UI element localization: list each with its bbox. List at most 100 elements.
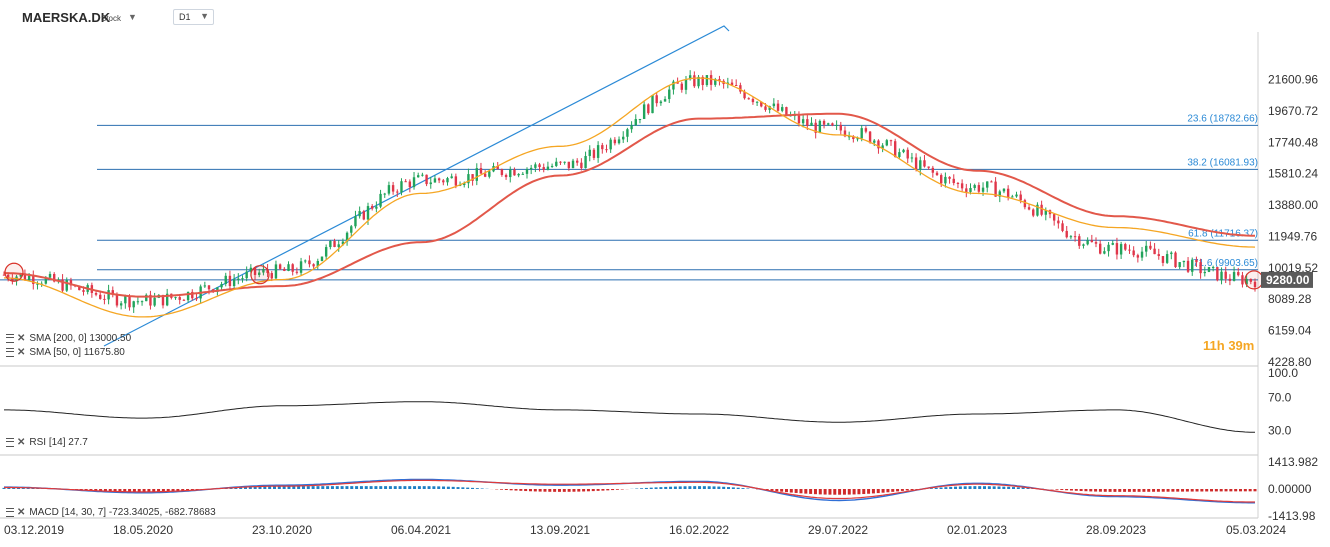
close-icon[interactable]: ✕ — [17, 333, 26, 344]
candle-body — [584, 155, 587, 169]
rsi-label: RSI [14] 27.7 — [29, 437, 88, 448]
candle-body — [1023, 200, 1027, 208]
candle-body — [249, 267, 253, 272]
fib-level-label: 38.2 (16081.93) — [1187, 157, 1258, 168]
candle-body — [701, 76, 704, 86]
candle-body — [755, 101, 759, 103]
y-tick-label: 17740.48 — [1268, 135, 1318, 149]
candle-body — [806, 119, 809, 126]
timeframe-value: D1 — [179, 12, 191, 22]
candle-body — [517, 173, 520, 176]
macd-bar — [789, 489, 793, 493]
timeframe-select[interactable]: D1 ▼ — [173, 9, 214, 25]
candle-body — [454, 176, 458, 186]
macd-bar — [89, 489, 93, 491]
close-icon[interactable]: ✕ — [17, 507, 26, 518]
macd-bar — [132, 489, 136, 492]
macd-bar — [572, 489, 576, 492]
candle-body — [36, 283, 39, 285]
candle-body — [396, 191, 399, 193]
symbol-name[interactable]: MAERSKA.DK — [22, 10, 111, 25]
candle-body — [1103, 251, 1106, 254]
candle-body — [232, 279, 236, 287]
macd-bar — [1253, 489, 1257, 492]
candle-body — [421, 174, 424, 176]
candle-body — [341, 241, 345, 245]
candle-body — [818, 120, 822, 133]
indicator-sma50[interactable]: ✕ SMA [50, 0] 11675.80 — [6, 347, 125, 358]
macd-bar — [987, 486, 991, 490]
timer-minutes: 39 — [1228, 338, 1243, 353]
candle-body — [358, 211, 361, 217]
macd-bar — [601, 489, 605, 491]
close-icon[interactable]: ✕ — [17, 347, 26, 358]
candle-body — [11, 278, 14, 282]
macd-bar — [1205, 489, 1209, 492]
candle-body — [182, 299, 186, 301]
macd-tick-label: 1413.982 — [1268, 455, 1318, 469]
indicator-rsi[interactable]: ✕ RSI [14] 27.7 — [6, 437, 88, 448]
macd-bar — [1026, 487, 1030, 490]
candle-body — [1044, 210, 1048, 215]
candle-body — [500, 169, 504, 175]
macd-bar — [311, 486, 315, 490]
macd-bar — [157, 489, 161, 492]
rsi-tick-label: 70.0 — [1268, 391, 1292, 405]
current-price-label: 9280.00 — [1266, 273, 1310, 287]
chevron-down-icon[interactable]: ▼ — [128, 12, 137, 22]
macd-bar — [949, 486, 953, 490]
candle-body — [6, 274, 10, 279]
candle-body — [370, 206, 374, 209]
macd-bar — [432, 486, 436, 490]
macd-bar — [190, 489, 194, 491]
candle-body — [425, 174, 428, 185]
macd-bar — [108, 489, 112, 492]
candle-body — [1216, 267, 1219, 281]
candle-body — [1019, 194, 1022, 201]
macd-bar — [664, 486, 668, 490]
macd-bar — [567, 489, 571, 492]
candle-body — [48, 274, 52, 278]
indicator-macd[interactable]: ✕ MACD [14, 30, 7] -723.34025, -682.78683 — [6, 507, 216, 518]
close-icon[interactable]: ✕ — [17, 437, 26, 448]
candle-body — [760, 101, 763, 107]
macd-bar — [287, 486, 291, 490]
candle-body — [1057, 220, 1060, 224]
candle-body — [801, 119, 805, 124]
candle-body — [450, 176, 453, 179]
candle-body — [580, 162, 583, 169]
candle-body — [1153, 248, 1156, 255]
x-tick-label: 18.05.2020 — [113, 523, 173, 537]
candle-body — [751, 98, 755, 103]
candle-body — [529, 167, 533, 170]
indicator-sma200[interactable]: ✕ SMA [200, 0] 13000.50 — [6, 333, 131, 344]
candle-body — [1115, 243, 1119, 255]
candle-body — [1232, 272, 1236, 281]
candle-body — [613, 139, 617, 144]
macd-bar — [128, 489, 132, 492]
macd-bar — [326, 486, 330, 490]
macd-bar — [442, 486, 446, 489]
candle-body — [241, 278, 244, 280]
candle-body — [827, 123, 830, 125]
candle-body — [663, 99, 667, 102]
candle-body — [969, 188, 972, 192]
macd-bar — [1161, 489, 1165, 492]
macd-bar — [388, 486, 392, 490]
macd-bar — [533, 489, 537, 492]
candle-body — [345, 232, 349, 242]
candle-body — [245, 271, 248, 279]
macd-bar — [562, 489, 566, 492]
macd-bar — [1195, 489, 1199, 492]
candle-body — [944, 176, 947, 184]
candle-body — [960, 183, 964, 189]
candle-body — [504, 174, 508, 178]
candle-body — [877, 140, 880, 149]
candle-body — [525, 169, 529, 174]
candle-body — [316, 260, 319, 267]
x-tick-label: 23.10.2020 — [252, 523, 312, 537]
candle-body — [839, 124, 842, 131]
candle-body — [956, 183, 960, 185]
candle-body — [1073, 236, 1077, 238]
